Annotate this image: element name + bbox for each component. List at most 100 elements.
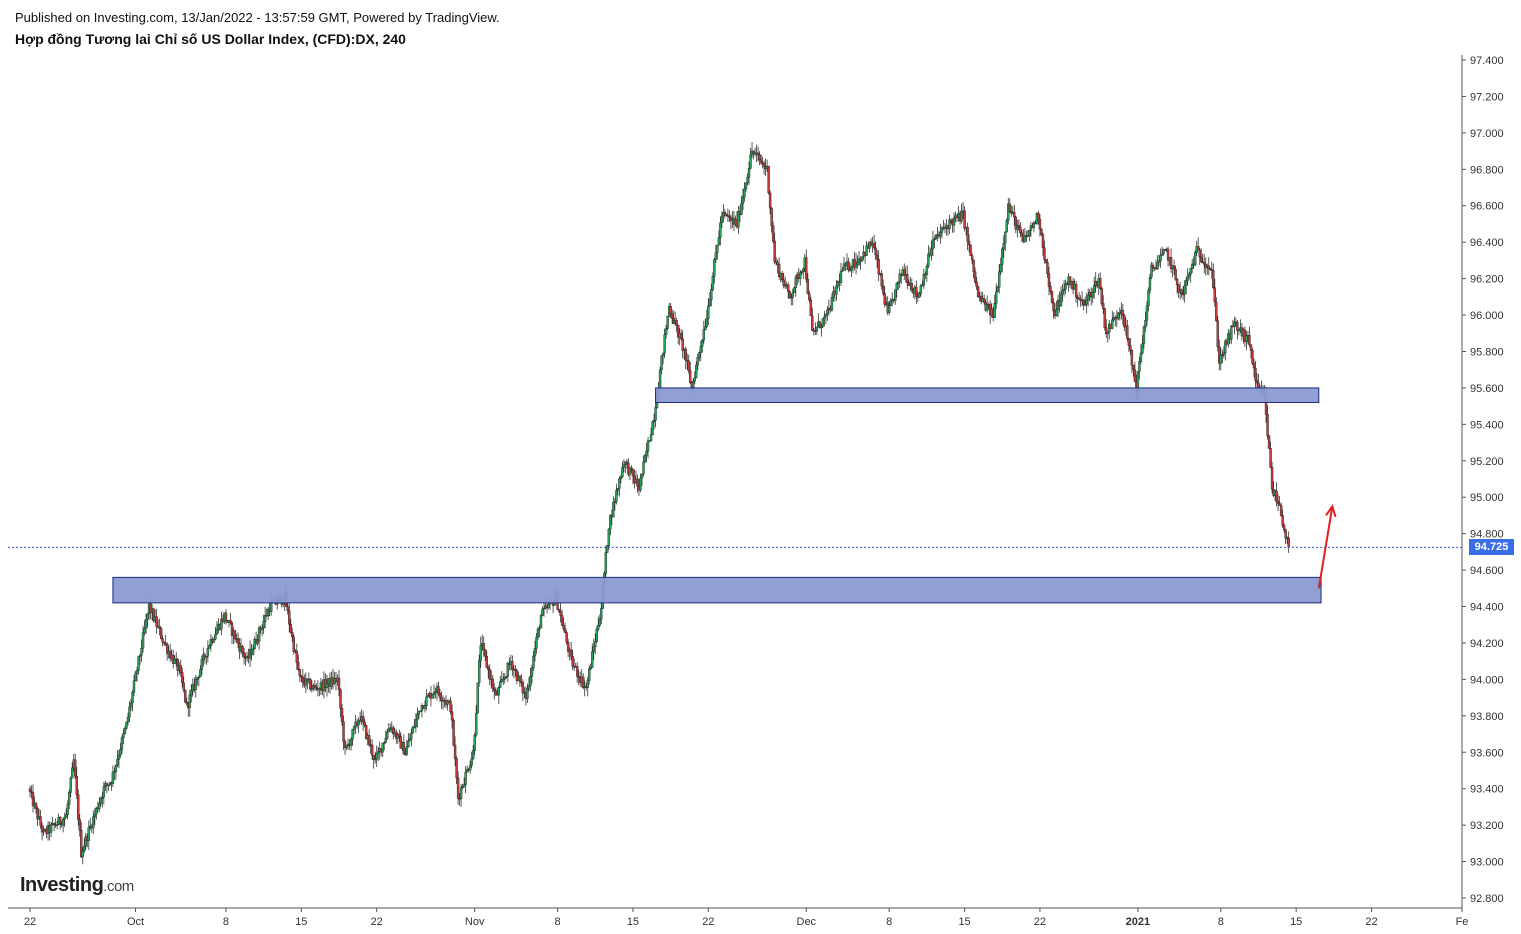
candle-down [723, 211, 727, 215]
candle-up [1150, 264, 1153, 278]
candle-down [363, 721, 366, 726]
candle-down [1038, 218, 1042, 230]
candle-up [414, 719, 418, 727]
candle-up [952, 217, 956, 226]
annotations [1317, 504, 1337, 589]
candle-up [71, 767, 74, 779]
candle-up [83, 845, 86, 852]
candle-up [173, 658, 176, 664]
candle-down [1068, 276, 1072, 286]
candle-up [939, 232, 942, 236]
candle-down [771, 225, 775, 242]
candle-up [820, 326, 823, 328]
candle-up [591, 651, 594, 668]
candle-up [606, 545, 609, 553]
candle-up [699, 346, 702, 353]
candle-down [970, 255, 974, 261]
candle-down [1201, 261, 1204, 263]
candle-down [343, 741, 347, 748]
candle-down [313, 685, 317, 688]
candle-up [693, 377, 696, 382]
candle-down [75, 776, 78, 795]
price-tick-label: 95.400 [1470, 419, 1504, 431]
candle-down [233, 630, 237, 640]
candle-up [743, 188, 746, 198]
candle-up [381, 743, 384, 753]
candle-down [31, 792, 35, 807]
candle-up [351, 729, 354, 740]
candle-down [179, 665, 182, 673]
candle-down [847, 261, 850, 271]
candle-up [411, 726, 415, 734]
candle-down [969, 244, 972, 256]
candle-up [639, 477, 642, 491]
candle-up [821, 318, 825, 327]
candle-up [1147, 289, 1150, 306]
candle-up [921, 284, 924, 287]
candle-up [588, 668, 591, 681]
candle-up [1190, 263, 1194, 269]
candle-up [664, 328, 668, 335]
time-tick-label: 8 [223, 916, 229, 928]
candle-up [800, 271, 803, 273]
candle-down [1013, 212, 1016, 218]
candle-up [122, 733, 125, 739]
candle-up [373, 758, 377, 761]
price-tick-label: 94.000 [1470, 674, 1504, 686]
candle-down [818, 321, 822, 328]
candle-up [794, 277, 797, 289]
price-tick-label: 93.200 [1470, 820, 1504, 832]
candle-up [505, 676, 508, 678]
candle-down [1200, 256, 1203, 262]
candle-up [719, 222, 722, 238]
published-info: Published on Investing.com, 13/Jan/2022 … [15, 10, 500, 25]
candle-up [613, 501, 617, 504]
candle-up [708, 299, 712, 307]
candle-down [1008, 203, 1011, 212]
candle-down [315, 686, 318, 689]
candle-down [1266, 414, 1269, 437]
candle-down [582, 676, 585, 688]
candle-down [185, 701, 188, 704]
logo-suffix: .com [103, 878, 134, 895]
time-tick-label: 15 [627, 916, 639, 928]
support-zone[interactable] [112, 576, 1322, 604]
candle-down [906, 274, 909, 283]
candle-down [1105, 327, 1108, 335]
candle-down [1197, 245, 1200, 251]
chart-title: Hợp đồng Tương lai Chỉ số US Dollar Inde… [15, 31, 406, 47]
candle-down [155, 616, 158, 627]
candle-down [164, 642, 167, 645]
price-axis: 97.400 97.200 97.000 96.800 96.600 96.400 96.2… [1461, 55, 1504, 908]
candle-down [34, 803, 38, 809]
resistance-zone[interactable] [655, 387, 1320, 403]
candle-up [737, 211, 740, 228]
candle-down [676, 324, 680, 338]
candle-down [679, 332, 683, 339]
candle-up [835, 285, 838, 295]
candle-up [499, 681, 502, 688]
candle-up [325, 683, 329, 689]
candle-down [511, 661, 514, 670]
candle-up [791, 292, 794, 298]
candle-up [857, 258, 861, 265]
candle-down [686, 359, 689, 362]
candle-down [1074, 283, 1078, 298]
candle-up [220, 618, 223, 630]
candle-up [87, 827, 90, 842]
candle-up [114, 765, 118, 772]
candle-up [586, 680, 589, 688]
candle-up [1023, 235, 1027, 242]
candle-down [1121, 309, 1125, 316]
candle-up [405, 746, 409, 755]
candle-up [500, 679, 504, 682]
candle-down [728, 216, 731, 218]
candle-up [1145, 305, 1149, 321]
candle-up [1061, 290, 1064, 295]
candle-down [1249, 344, 1253, 351]
candle-down [966, 227, 969, 242]
candle-up [651, 421, 654, 436]
candle-up [208, 645, 211, 649]
candle-up [143, 628, 146, 633]
